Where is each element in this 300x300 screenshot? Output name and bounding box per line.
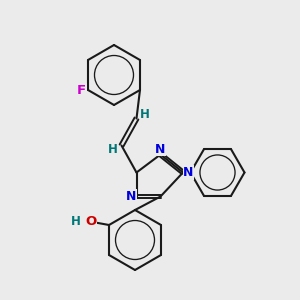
Text: H: H (140, 108, 150, 122)
Text: H: H (71, 215, 81, 228)
Text: F: F (77, 83, 86, 97)
Text: N: N (126, 190, 136, 203)
Text: H: H (108, 142, 118, 156)
Text: N: N (183, 166, 194, 179)
Text: O: O (85, 215, 97, 228)
Text: N: N (155, 142, 166, 156)
